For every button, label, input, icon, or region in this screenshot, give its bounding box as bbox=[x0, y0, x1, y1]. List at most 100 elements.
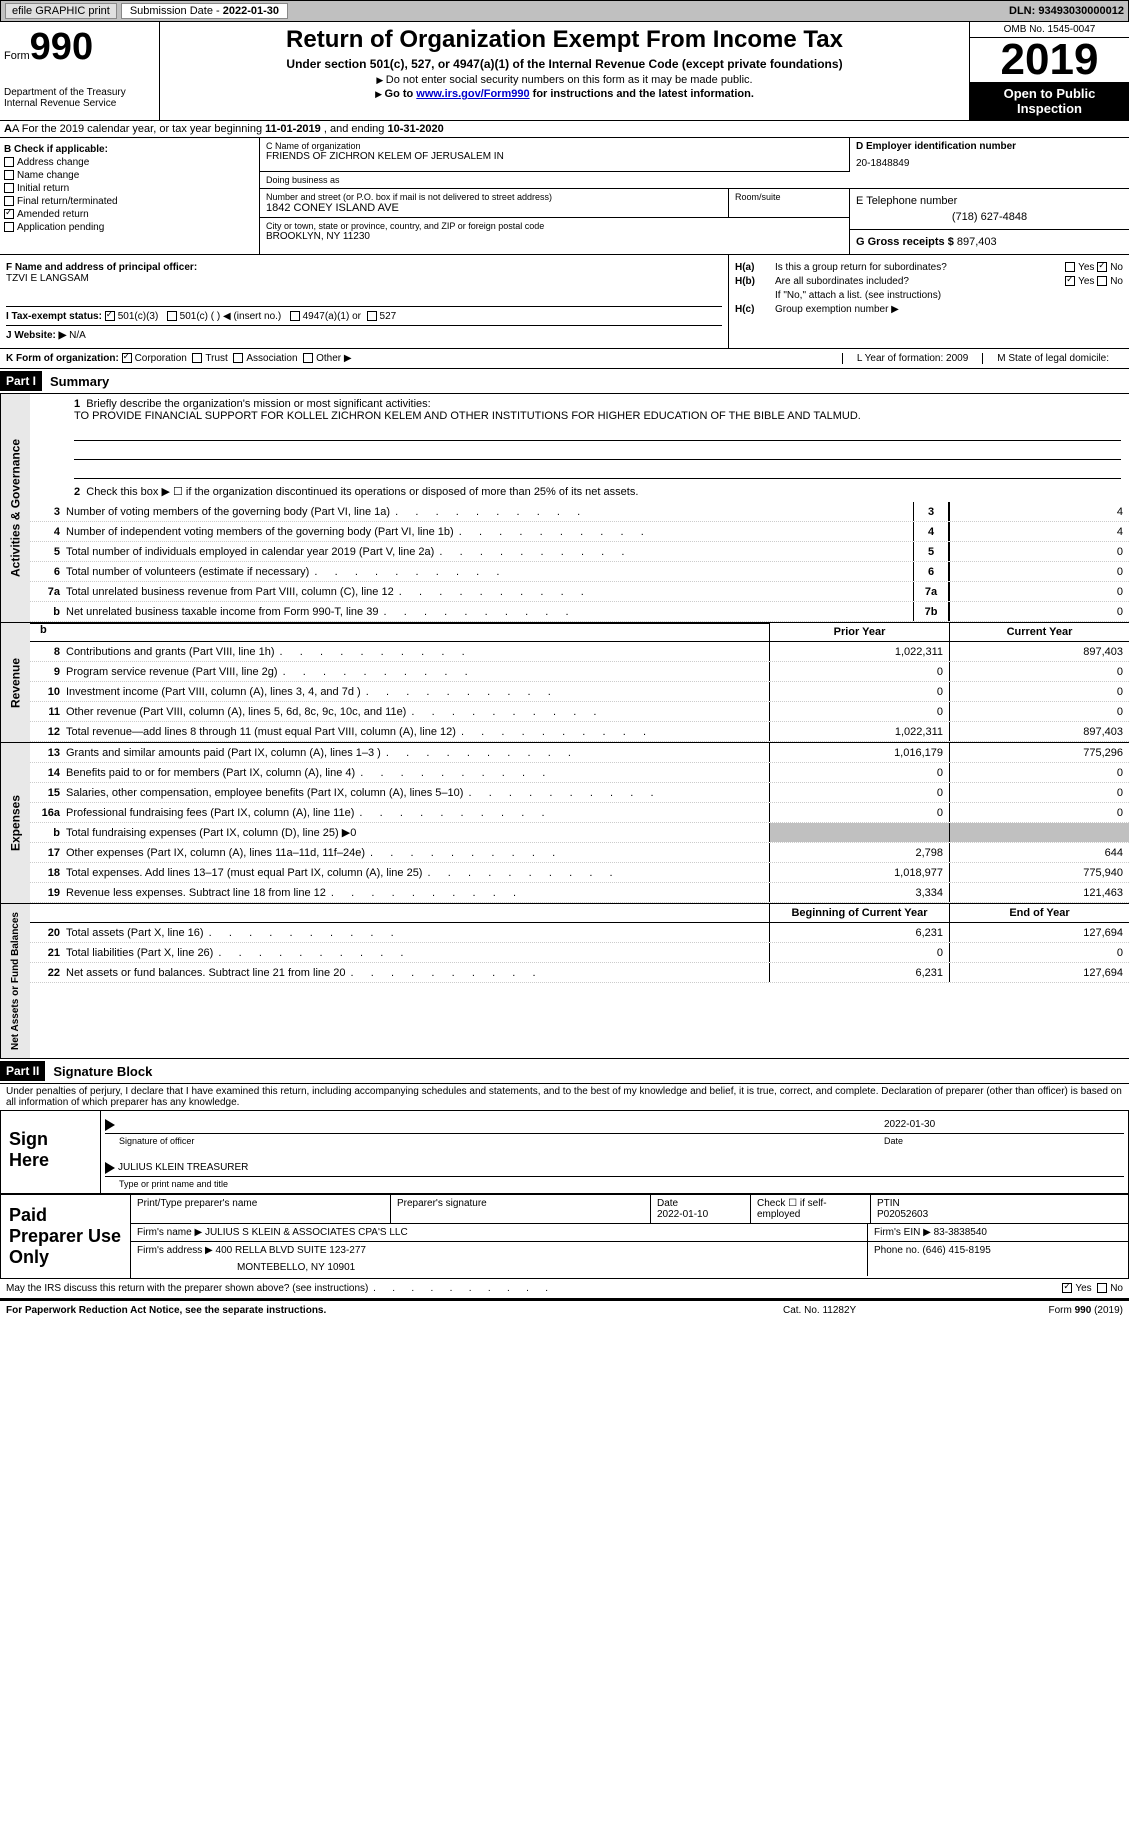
chk-trust[interactable] bbox=[192, 353, 202, 363]
table-row: 19 Revenue less expenses. Subtract line … bbox=[30, 883, 1129, 903]
chk-other[interactable] bbox=[303, 353, 313, 363]
paid-preparer-label: Paid Preparer Use Only bbox=[1, 1195, 131, 1278]
page-footer: For Paperwork Reduction Act Notice, see … bbox=[0, 1300, 1129, 1320]
chk-hb-no[interactable] bbox=[1097, 276, 1107, 286]
box-e-telephone: E Telephone number (718) 627-4848 bbox=[850, 189, 1129, 230]
table-row: 8 Contributions and grants (Part VIII, l… bbox=[30, 642, 1129, 662]
side-governance: Activities & Governance bbox=[0, 394, 30, 622]
expenses-section: Expenses 13 Grants and similar amounts p… bbox=[0, 743, 1129, 904]
box-h-a: H(a)Is this a group return for subordina… bbox=[735, 262, 1123, 273]
revenue-header-row: b Prior Year Current Year bbox=[30, 623, 1129, 642]
side-expenses: Expenses bbox=[0, 743, 30, 903]
box-l: L Year of formation: 2009 bbox=[842, 353, 982, 364]
box-m: M State of legal domicile: bbox=[982, 353, 1123, 364]
governance-section: Activities & Governance 1 Briefly descri… bbox=[0, 394, 1129, 623]
form-title: Return of Organization Exempt From Incom… bbox=[164, 26, 965, 54]
table-row: 17 Other expenses (Part IX, column (A), … bbox=[30, 843, 1129, 863]
box-c-dba: Doing business as bbox=[260, 172, 1129, 189]
row-k-lm: K Form of organization: Corporation Trus… bbox=[0, 349, 1129, 369]
chk-501c[interactable] bbox=[167, 311, 177, 321]
form-word: Form bbox=[4, 50, 30, 62]
chk-irs-yes[interactable] bbox=[1062, 1283, 1072, 1293]
officer-name-line: JULIUS KLEIN TREASURER bbox=[105, 1160, 1124, 1177]
signature-marker-icon bbox=[105, 1119, 115, 1131]
part1-header: Part ISummary bbox=[0, 369, 1129, 394]
col-end-year: End of Year bbox=[949, 904, 1129, 922]
chk-assoc[interactable] bbox=[233, 353, 243, 363]
box-c-address: Number and street (or P.O. box if mail i… bbox=[260, 189, 729, 217]
box-h-c: H(c)Group exemption number ▶ bbox=[735, 304, 1123, 315]
chk-hb-yes[interactable] bbox=[1065, 276, 1075, 286]
mission-line bbox=[74, 463, 1121, 479]
net-assets-section: Net Assets or Fund Balances Beginning of… bbox=[0, 904, 1129, 1059]
q2-label: Check this box ▶ ☐ if the organization d… bbox=[86, 486, 638, 498]
prep-self-emp: Check ☐ if self-employed bbox=[751, 1195, 871, 1223]
chk-b-item[interactable] bbox=[4, 157, 14, 167]
firm-phone: Phone no. (646) 415-8195 bbox=[868, 1242, 1128, 1276]
q1-label: Briefly describe the organization's miss… bbox=[86, 398, 430, 410]
mission-line bbox=[74, 425, 1121, 441]
chk-b-item[interactable] bbox=[4, 170, 14, 180]
firm-name: Firm's name ▶ JULIUS S KLEIN & ASSOCIATE… bbox=[131, 1224, 868, 1241]
ptin: PTINP02052603 bbox=[871, 1195, 1128, 1223]
chk-corp[interactable] bbox=[122, 353, 132, 363]
table-row: b Total fundraising expenses (Part IX, c… bbox=[30, 823, 1129, 843]
table-row: 10 Investment income (Part VIII, column … bbox=[30, 682, 1129, 702]
signature-marker-icon bbox=[105, 1162, 115, 1174]
box-d-ein: D Employer identification number 20-1848… bbox=[849, 138, 1129, 172]
prep-date: Date2022-01-10 bbox=[651, 1195, 751, 1223]
chk-501c3[interactable] bbox=[105, 311, 115, 321]
table-row: 5 Total number of individuals employed i… bbox=[30, 542, 1129, 562]
table-row: 20 Total assets (Part X, line 16) 6,231 … bbox=[30, 923, 1129, 943]
box-b: B Check if applicable: Address changeNam… bbox=[0, 138, 260, 254]
form-subtitle: Under section 501(c), 527, or 4947(a)(1)… bbox=[164, 57, 965, 71]
col-prior-year: Prior Year bbox=[769, 623, 949, 641]
side-revenue: Revenue bbox=[0, 623, 30, 742]
table-row: 13 Grants and similar amounts paid (Part… bbox=[30, 743, 1129, 763]
irs-link[interactable]: www.irs.gov/Form990 bbox=[416, 88, 529, 100]
box-h-b-note: If "No," attach a list. (see instruction… bbox=[735, 290, 1123, 301]
table-row: 21 Total liabilities (Part X, line 26) 0… bbox=[30, 943, 1129, 963]
net-header-row: Beginning of Current Year End of Year bbox=[30, 904, 1129, 923]
table-row: 11 Other revenue (Part VIII, column (A),… bbox=[30, 702, 1129, 722]
chk-b-item[interactable] bbox=[4, 209, 14, 219]
form-header: Form990 Department of the Treasury Inter… bbox=[0, 22, 1129, 121]
chk-b-item[interactable] bbox=[4, 183, 14, 193]
box-c-room: Room/suite bbox=[729, 189, 849, 217]
row-a-tax-year: AA For the 2019 calendar year, or tax ye… bbox=[0, 121, 1129, 138]
revenue-section: Revenue b Prior Year Current Year 8 Cont… bbox=[0, 623, 1129, 743]
sign-here-block: Sign Here 2022-01-30 Signature of office… bbox=[0, 1110, 1129, 1194]
chk-ha-yes[interactable] bbox=[1065, 262, 1075, 272]
table-row: 15 Salaries, other compensation, employe… bbox=[30, 783, 1129, 803]
col-current-year: Current Year bbox=[949, 623, 1129, 641]
form-number: 990 bbox=[30, 26, 93, 68]
table-row: 7a Total unrelated business revenue from… bbox=[30, 582, 1129, 602]
prep-sig-hdr: Preparer's signature bbox=[391, 1195, 651, 1223]
table-row: 6 Total number of volunteers (estimate i… bbox=[30, 562, 1129, 582]
perjury-declaration: Under penalties of perjury, I declare th… bbox=[0, 1084, 1129, 1110]
note-ssn: Do not enter social security numbers on … bbox=[164, 74, 965, 86]
chk-ha-no[interactable] bbox=[1097, 262, 1107, 272]
table-row: 3 Number of voting members of the govern… bbox=[30, 502, 1129, 522]
tax-year: 2019 bbox=[970, 38, 1129, 82]
firm-ein: Firm's EIN ▶ 83-3838540 bbox=[868, 1224, 1128, 1241]
submission-date: Submission Date - 2022-01-30 bbox=[121, 3, 288, 19]
efile-print-button[interactable]: efile GRAPHIC print bbox=[5, 3, 117, 19]
table-row: 16a Professional fundraising fees (Part … bbox=[30, 803, 1129, 823]
chk-b-item[interactable] bbox=[4, 196, 14, 206]
section-f-through-h: F Name and address of principal officer:… bbox=[0, 255, 1129, 349]
box-c-name: C Name of organization FRIENDS OF ZICHRO… bbox=[260, 138, 849, 172]
box-c-city: City or town, state or province, country… bbox=[260, 218, 849, 245]
dln: DLN: 93493030000012 bbox=[1009, 5, 1124, 17]
may-irs-discuss: May the IRS discuss this return with the… bbox=[0, 1279, 1129, 1300]
part2-header: Part IISignature Block bbox=[0, 1059, 1129, 1084]
table-row: 12 Total revenue—add lines 8 through 11 … bbox=[30, 722, 1129, 742]
box-f: F Name and address of principal officer:… bbox=[6, 262, 722, 284]
chk-4947[interactable] bbox=[290, 311, 300, 321]
chk-b-item[interactable] bbox=[4, 222, 14, 232]
dept-treasury: Department of the Treasury Internal Reve… bbox=[4, 87, 155, 109]
chk-527[interactable] bbox=[367, 311, 377, 321]
table-row: 9 Program service revenue (Part VIII, li… bbox=[30, 662, 1129, 682]
chk-irs-no[interactable] bbox=[1097, 1283, 1107, 1293]
box-i: I Tax-exempt status: 501(c)(3) 501(c) ( … bbox=[6, 306, 722, 322]
